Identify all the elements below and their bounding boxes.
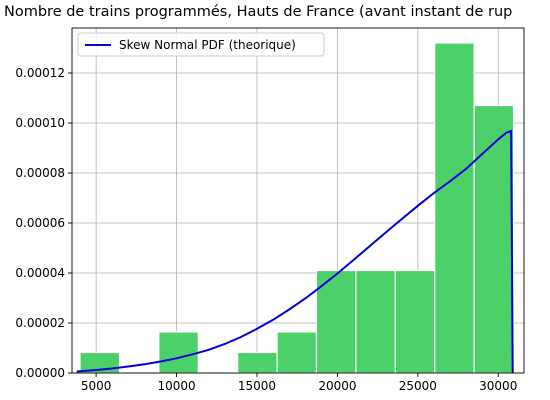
histogram-bar <box>394 269 436 374</box>
pdf-line <box>76 129 514 374</box>
y-tick-label: 0.00004 <box>15 266 65 280</box>
histogram-bar <box>158 331 199 374</box>
x-tick-label: 15000 <box>238 379 276 393</box>
histogram-bar <box>355 269 396 374</box>
x-tick-label: 30000 <box>479 379 517 393</box>
x-tick-label: 25000 <box>399 379 437 393</box>
legend-box <box>77 32 325 57</box>
line-layer <box>76 129 514 374</box>
x-tick-label: 5000 <box>81 379 112 393</box>
y-tick-label: 0.00006 <box>15 216 65 230</box>
x-tick-label: 10000 <box>157 379 195 393</box>
y-tick-label: 0.00000 <box>15 366 65 380</box>
axes-layer: 5000 10000 15000 20000 25000 30000 0.00000 0.00… <box>15 27 525 393</box>
y-tick-label: 0.00008 <box>15 166 65 180</box>
histogram-bar <box>237 351 278 374</box>
bars-layer <box>79 42 515 374</box>
legend-label: Skew Normal PDF (theorique) <box>119 38 296 52</box>
x-tick-label: 20000 <box>318 379 356 393</box>
histogram-bar <box>276 331 318 374</box>
chart-title: Nombre de trains programmés, Hauts de Fr… <box>4 4 513 20</box>
histogram-bar <box>434 42 475 374</box>
y-tick-label: 0.00002 <box>15 316 65 330</box>
legend: Skew Normal PDF (theorique) <box>77 32 325 57</box>
y-tick-label: 0.00010 <box>15 116 65 130</box>
plot-frame <box>71 27 525 374</box>
histogram-bar <box>473 104 515 374</box>
y-tick-label: 0.00012 <box>15 66 65 80</box>
